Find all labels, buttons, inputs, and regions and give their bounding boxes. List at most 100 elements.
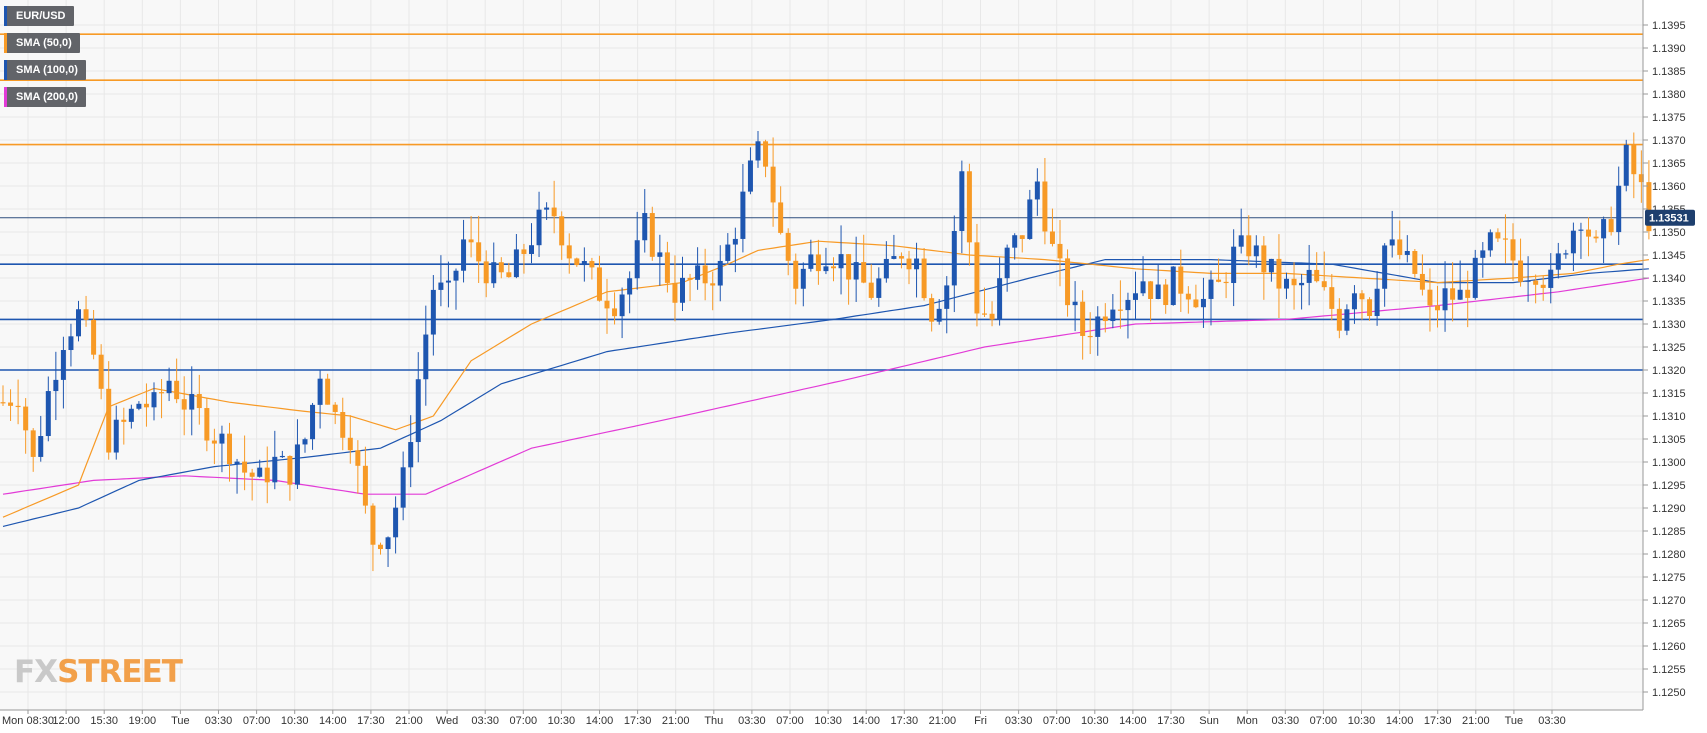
candle-body: [430, 289, 436, 335]
candle-body: [1042, 181, 1048, 232]
candle-body: [951, 230, 957, 286]
candle-body: [91, 319, 97, 355]
x-tick-label: Fri: [974, 715, 987, 727]
candle-body: [1178, 266, 1184, 294]
x-tick-label: 10:30: [1348, 715, 1376, 727]
candle-body: [1638, 174, 1644, 183]
candle-body: [227, 433, 232, 465]
candle-body: [687, 277, 693, 280]
candle-body: [1329, 287, 1335, 309]
x-tick-label: 10:30: [548, 715, 576, 727]
candle-body: [1586, 229, 1591, 237]
candle-body: [1027, 199, 1033, 239]
candle-body: [831, 266, 836, 269]
candle-body: [1465, 289, 1471, 298]
candle-body: [1125, 299, 1131, 311]
candle-body: [1601, 219, 1607, 239]
candle-body: [181, 399, 187, 410]
candle-body: [997, 278, 1003, 320]
candle-body: [83, 309, 89, 320]
candle-body: [174, 380, 180, 400]
logo-fx: FX: [14, 654, 58, 690]
candle-body: [1480, 250, 1486, 258]
legend-sma200[interactable]: SMA (200,0): [4, 87, 86, 107]
y-tick-label: 1.1395: [1652, 20, 1686, 32]
candle-body: [974, 242, 980, 314]
y-tick-label: 1.1385: [1652, 66, 1686, 78]
candle-body: [1397, 239, 1403, 255]
candle-body: [310, 404, 316, 440]
candle-body: [529, 245, 534, 254]
candle-body: [1336, 308, 1342, 331]
candle-body: [770, 166, 776, 203]
candle-body: [461, 239, 467, 271]
x-tick-label: 12:00: [52, 715, 80, 727]
candle-body: [1291, 278, 1297, 286]
candle-body: [1344, 309, 1350, 331]
candle-body: [400, 467, 406, 508]
candle-body: [657, 252, 663, 257]
candle-body: [717, 260, 723, 286]
legend-sma50[interactable]: SMA (50,0): [4, 33, 80, 53]
candle-body: [1367, 299, 1373, 317]
y-tick-label: 1.1270: [1652, 595, 1686, 607]
candle-body: [1253, 245, 1259, 257]
y-tick-label: 1.1265: [1652, 618, 1686, 630]
y-tick-label: 1.1325: [1652, 342, 1686, 354]
candle-body: [883, 258, 889, 279]
candle-body: [1487, 232, 1493, 251]
candle-body: [1148, 281, 1154, 299]
candle-body: [1563, 253, 1569, 255]
candle-body: [340, 412, 346, 438]
x-tick-label: 03:30: [738, 715, 766, 727]
candle-body: [166, 380, 172, 394]
x-tick-label: 07:00: [1043, 715, 1071, 727]
candle-body: [1450, 288, 1456, 300]
candle-body: [747, 160, 753, 192]
candle-body: [53, 379, 59, 392]
x-tick-label: Tue: [1505, 715, 1524, 727]
grid: [0, 0, 1643, 710]
candle-body: [1495, 232, 1501, 239]
candle-body: [1216, 279, 1222, 282]
x-tick-label: 03:30: [1005, 715, 1033, 727]
candles: [0, 130, 1652, 572]
candle-body: [159, 392, 165, 394]
x-tick-label: 17:30: [624, 715, 652, 727]
y-tick-label: 1.1250: [1652, 687, 1686, 699]
candle-body: [581, 261, 587, 266]
candle-body: [355, 450, 361, 466]
legend-swatch-sma200: [4, 87, 7, 107]
candle-body: [1374, 288, 1380, 317]
candle-body: [1200, 298, 1206, 308]
candle-body: [1284, 278, 1289, 289]
candle-body: [755, 141, 761, 161]
x-tick-label: Wed: [436, 715, 458, 727]
x-tick-label: 14:00: [852, 715, 880, 727]
candle-body: [476, 242, 482, 262]
candle-body: [15, 405, 21, 408]
candle-body: [294, 444, 300, 485]
candle-body: [1057, 243, 1063, 259]
candle-body: [151, 392, 157, 408]
candle-body: [574, 258, 580, 266]
candle-body: [808, 254, 814, 269]
candle-body: [1095, 316, 1101, 337]
legend-sma100[interactable]: SMA (100,0): [4, 60, 86, 80]
candle-body: [1578, 229, 1584, 231]
x-tick-label: Sun: [1199, 715, 1219, 727]
candle-body: [785, 232, 791, 261]
y-tick-label: 1.1315: [1652, 388, 1686, 400]
x-tick-label: 07:00: [510, 715, 538, 727]
candle-body: [521, 249, 527, 254]
candle-body: [1412, 251, 1418, 274]
candle-body: [793, 260, 799, 289]
candle-body: [823, 266, 829, 272]
candle-body: [1087, 335, 1093, 338]
legend-instrument[interactable]: EUR/USD: [4, 6, 74, 26]
candle-body: [1570, 230, 1576, 254]
candle-body: [143, 403, 149, 408]
candle-body: [921, 258, 927, 299]
